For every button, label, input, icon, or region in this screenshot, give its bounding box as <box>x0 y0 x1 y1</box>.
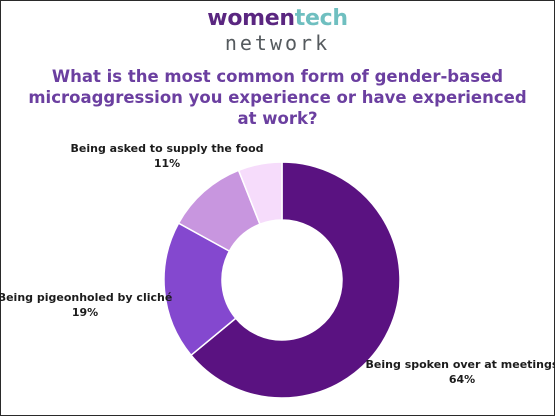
label-pigeonholed: Being pigeonholed by cliché <box>0 291 172 304</box>
slice-spoken-over <box>190 161 401 399</box>
slice-other <box>237 161 283 226</box>
chart-title: What is the most common form of gender-b… <box>28 67 527 128</box>
logo-word-network: network <box>224 31 331 55</box>
label-food: Being asked to supply the food <box>71 142 264 155</box>
logo-word-tech: tech <box>294 6 348 31</box>
label-spoken-over: Being spoken over at meetings <box>366 358 555 371</box>
logo-word-women: women <box>207 6 295 31</box>
value-spoken-over: 64% <box>449 373 475 386</box>
womentech-network-logo: womentech network <box>0 8 555 55</box>
donut-slices <box>163 161 401 399</box>
value-pigeonholed: 19% <box>72 306 98 319</box>
slice-labels: Being asked to supply the food 11% Being… <box>0 142 555 386</box>
logo-wordmark-top: womentech <box>0 8 555 30</box>
value-food: 11% <box>154 157 180 170</box>
